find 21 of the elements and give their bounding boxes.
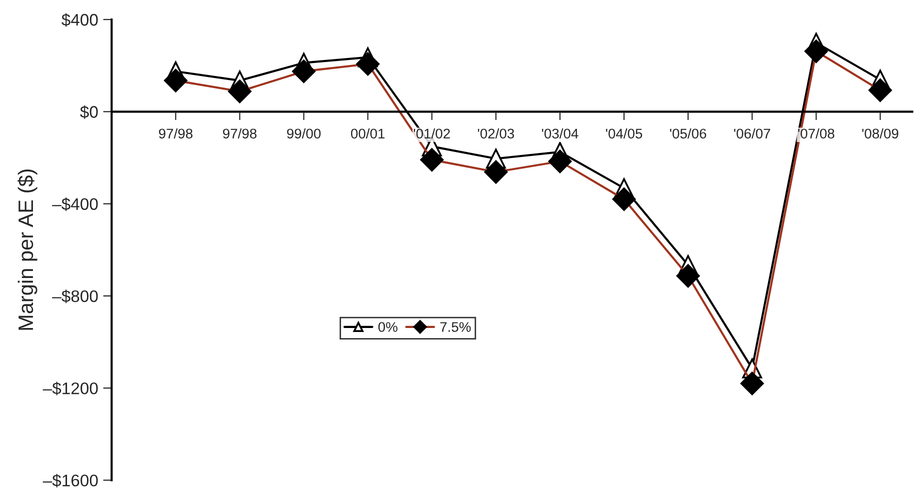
x-tick-label: 00/01 — [350, 128, 385, 139]
y-tick-label: $0 — [80, 105, 98, 119]
x-tick-label: 97/98 — [223, 128, 257, 139]
x-tick-label: 99/00 — [287, 128, 321, 139]
x-tick-label: '01/02 — [414, 128, 450, 139]
y-tick-label: –$800 — [52, 290, 98, 304]
x-tick-label: 97/98 — [158, 128, 192, 139]
x-tick-label: '06/07 — [734, 128, 770, 139]
x-tick-label: '07/08 — [798, 128, 834, 139]
x-tick-label: '04/05 — [606, 128, 642, 139]
legend-label: 0% — [378, 322, 398, 332]
y-tick-label: –$400 — [52, 197, 98, 211]
x-tick-label: '05/06 — [670, 128, 706, 139]
x-tick-label: '08/09 — [862, 128, 898, 139]
y-tick-label: –$1200 — [42, 382, 98, 396]
x-tick-label: '02/03 — [478, 128, 514, 139]
y-tick-label: –$1600 — [42, 474, 98, 488]
y-tick-label: $400 — [62, 13, 98, 27]
x-tick-label: '03/04 — [542, 128, 578, 139]
legend-label: 7.5% — [440, 322, 471, 332]
y-axis-title: Margin per AE ($) — [18, 170, 38, 330]
